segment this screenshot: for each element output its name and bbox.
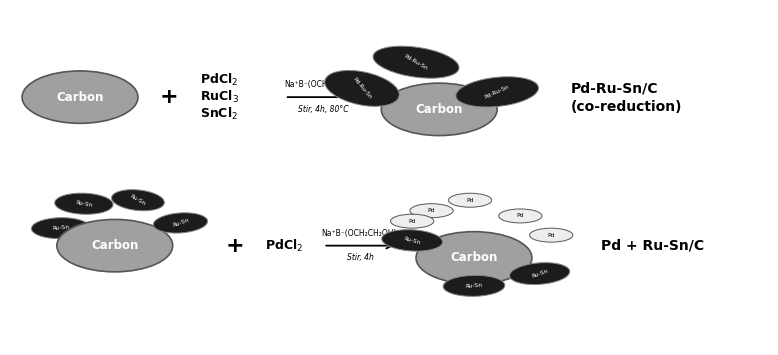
Text: Pd-Ru-Sn: Pd-Ru-Sn <box>352 77 373 100</box>
Text: Pd: Pd <box>467 198 474 203</box>
Text: Ru-Sn: Ru-Sn <box>403 236 421 245</box>
Text: Ru-Sn: Ru-Sn <box>531 268 548 279</box>
Ellipse shape <box>499 209 542 223</box>
Text: (co-reduction): (co-reduction) <box>570 100 682 114</box>
Text: Ru-Sn: Ru-Sn <box>129 194 146 207</box>
Text: Pd: Pd <box>408 219 416 224</box>
Text: Carbon: Carbon <box>415 103 463 116</box>
Ellipse shape <box>456 77 538 107</box>
Ellipse shape <box>391 214 434 228</box>
Text: PdCl$_2$: PdCl$_2$ <box>265 237 303 254</box>
Text: Na⁺B⁻(OCH₂CH₂OH)₄: Na⁺B⁻(OCH₂CH₂OH)₄ <box>284 81 363 89</box>
Text: Pd: Pd <box>517 213 524 218</box>
Ellipse shape <box>22 71 138 123</box>
Text: Carbon: Carbon <box>450 251 498 264</box>
Ellipse shape <box>510 263 569 285</box>
Ellipse shape <box>443 275 505 296</box>
Ellipse shape <box>382 230 443 251</box>
Ellipse shape <box>448 193 492 207</box>
Text: PdCl$_2$: PdCl$_2$ <box>200 72 238 88</box>
Ellipse shape <box>57 219 173 272</box>
Text: Stir, 4h, 80°C: Stir, 4h, 80°C <box>298 105 349 114</box>
Text: Ru-Sn: Ru-Sn <box>75 200 93 208</box>
Text: Pd-Ru-Sn: Pd-Ru-Sn <box>403 53 429 71</box>
Text: Pd: Pd <box>548 233 555 237</box>
Ellipse shape <box>324 70 399 106</box>
Text: SnCl$_2$: SnCl$_2$ <box>200 106 238 122</box>
Text: Pd + Ru-Sn/C: Pd + Ru-Sn/C <box>601 239 705 253</box>
Text: Na⁺B⁻(OCH₂CH₂OH)₄: Na⁺B⁻(OCH₂CH₂OH)₄ <box>321 229 399 238</box>
Text: Carbon: Carbon <box>91 239 138 252</box>
Ellipse shape <box>373 46 459 78</box>
Text: RuCl$_3$: RuCl$_3$ <box>200 89 239 105</box>
Ellipse shape <box>530 228 573 242</box>
Ellipse shape <box>54 193 113 214</box>
Text: +: + <box>225 236 244 256</box>
Ellipse shape <box>153 213 208 233</box>
Text: Ru-Sn: Ru-Sn <box>52 225 69 231</box>
Text: +: + <box>159 87 178 107</box>
Ellipse shape <box>31 218 90 239</box>
Ellipse shape <box>416 232 532 284</box>
Text: Stir, 4h: Stir, 4h <box>346 253 373 262</box>
Ellipse shape <box>410 204 453 218</box>
Text: Pd-Ru-Sn/C: Pd-Ru-Sn/C <box>570 81 658 95</box>
Ellipse shape <box>111 190 164 211</box>
Text: Pd-Ru-Sn: Pd-Ru-Sn <box>484 84 510 100</box>
Text: Carbon: Carbon <box>56 91 103 104</box>
Text: Ru-Sn: Ru-Sn <box>465 283 482 289</box>
Ellipse shape <box>381 83 497 136</box>
Text: Pd: Pd <box>428 208 435 213</box>
Text: Ru-Sn: Ru-Sn <box>171 218 189 228</box>
